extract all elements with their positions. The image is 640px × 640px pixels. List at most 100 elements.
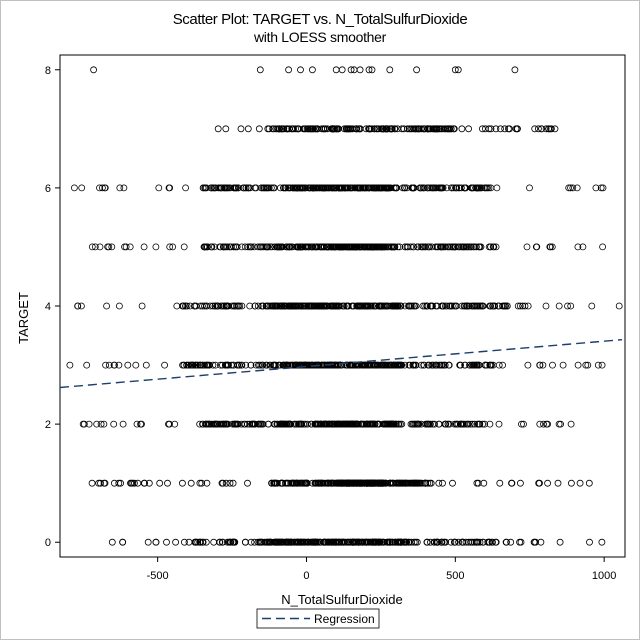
data-point <box>219 243 227 251</box>
scatter-points <box>66 66 623 546</box>
data-point <box>393 184 401 192</box>
data-point <box>465 125 473 133</box>
data-point <box>413 66 421 74</box>
data-point <box>359 538 367 546</box>
data-point <box>142 361 150 369</box>
data-point <box>122 243 130 251</box>
data-point <box>544 479 551 487</box>
data-point <box>71 184 78 192</box>
data-point <box>441 361 449 369</box>
data-point <box>439 479 446 487</box>
data-point <box>222 125 230 133</box>
data-point <box>469 361 477 369</box>
data-point <box>132 361 140 369</box>
data-point <box>417 243 425 251</box>
data-point <box>78 184 86 192</box>
data-point <box>353 420 360 428</box>
data-point <box>426 184 434 192</box>
data-point <box>140 243 148 251</box>
data-point <box>349 538 357 546</box>
data-point <box>272 125 280 133</box>
data-point <box>438 184 446 192</box>
data-point <box>574 361 582 369</box>
data-point <box>242 184 250 192</box>
data-point <box>565 184 573 192</box>
data-point <box>395 361 403 369</box>
data-point <box>262 243 270 251</box>
data-point <box>129 479 137 487</box>
data-point <box>308 302 316 310</box>
data-point <box>556 538 564 546</box>
data-point <box>241 243 249 251</box>
data-point <box>211 420 219 428</box>
data-point <box>314 184 322 192</box>
data-point <box>230 361 238 369</box>
data-point <box>451 184 459 192</box>
data-point <box>451 243 459 251</box>
data-point <box>209 420 217 428</box>
data-point <box>362 361 370 369</box>
data-point <box>156 479 164 487</box>
data-point <box>293 184 301 192</box>
data-point <box>512 125 520 133</box>
data-point <box>100 479 108 487</box>
data-point <box>441 302 449 310</box>
data-point <box>424 184 432 192</box>
data-point <box>410 243 417 251</box>
data-point <box>105 361 113 369</box>
data-point <box>307 361 315 369</box>
data-point <box>231 538 239 546</box>
data-point <box>468 420 476 428</box>
data-point <box>66 361 74 369</box>
data-point <box>294 125 302 133</box>
data-point <box>97 479 104 487</box>
data-point <box>579 243 587 251</box>
data-point <box>386 66 394 74</box>
data-point <box>202 302 210 310</box>
data-point <box>264 302 272 310</box>
data-point <box>299 361 307 369</box>
data-point <box>166 420 173 428</box>
data-point <box>431 538 438 546</box>
data-point <box>365 125 373 133</box>
data-point <box>460 243 468 251</box>
data-point <box>202 184 209 192</box>
data-point <box>538 125 545 133</box>
data-point <box>567 302 575 310</box>
data-point <box>341 538 349 546</box>
data-point <box>298 184 306 192</box>
data-point <box>166 184 174 192</box>
data-point <box>546 243 554 251</box>
data-point <box>225 361 232 369</box>
data-point <box>318 302 326 310</box>
data-point <box>246 302 254 310</box>
data-point <box>490 243 498 251</box>
data-point <box>350 302 358 310</box>
data-point <box>276 184 284 192</box>
data-point <box>255 361 262 369</box>
data-point <box>372 361 380 369</box>
data-point <box>249 420 257 428</box>
data-point <box>111 479 118 487</box>
data-point <box>124 361 132 369</box>
data-point <box>425 243 433 251</box>
data-point <box>539 361 547 369</box>
data-point <box>485 125 493 133</box>
data-point <box>451 66 459 74</box>
data-point <box>93 420 101 428</box>
data-point <box>216 361 224 369</box>
data-point <box>454 66 462 74</box>
data-point <box>479 302 487 310</box>
data-point <box>438 361 446 369</box>
data-point <box>169 243 177 251</box>
data-point <box>284 479 292 487</box>
data-point <box>182 184 190 192</box>
data-point <box>514 302 522 310</box>
data-point <box>140 479 148 487</box>
data-point <box>299 125 307 133</box>
data-point <box>374 479 382 487</box>
data-point <box>390 479 397 487</box>
data-point <box>324 184 332 192</box>
data-point <box>212 361 219 369</box>
data-point <box>393 361 401 369</box>
